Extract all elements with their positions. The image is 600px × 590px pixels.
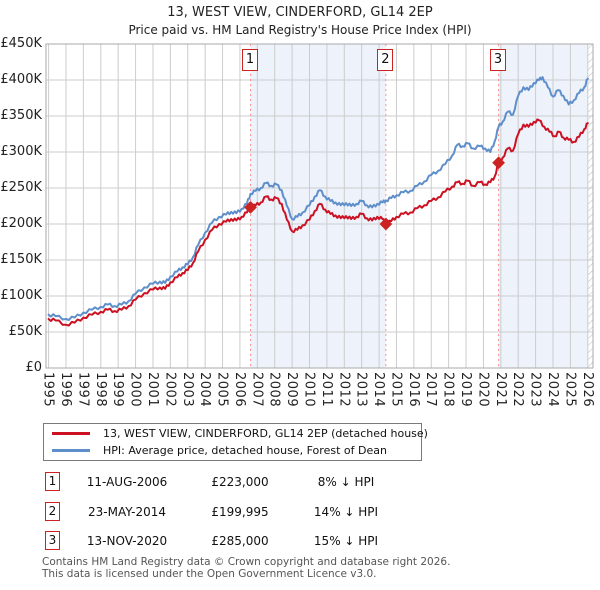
x-axis-label: 2006	[231, 372, 247, 408]
y-axis-label: £0	[25, 360, 42, 375]
sale-3-price: £285,000	[211, 534, 269, 548]
legend-item-hpi: HPI: Average price, detached house, Fore…	[44, 444, 421, 458]
x-axis-label: 2015	[388, 372, 404, 408]
sale-1-number-badge: 1	[45, 472, 60, 491]
chart-legend: 13, WEST VIEW, CINDERFORD, GL14 2EP (det…	[43, 423, 428, 461]
footer: Contains HM Land Registry data © Crown c…	[42, 556, 451, 580]
y-axis-label: £350K	[0, 108, 42, 123]
sale-marker-1-box: 1	[242, 49, 259, 71]
x-axis-label: 1996	[58, 372, 73, 408]
sale-marker-3-box: 3	[490, 49, 507, 71]
legend-label-hpi: HPI: Average price, detached house, Fore…	[103, 444, 387, 457]
y-axis-label: £100K	[0, 288, 42, 303]
x-axis-label: 2024	[544, 372, 560, 408]
x-axis-label: 2018	[440, 372, 456, 408]
x-axis-label: 2003	[179, 372, 195, 408]
x-axis-label: 2010	[301, 372, 317, 408]
sale-row-2: 2 23-MAY-2014 £199,995 14% ↓ HPI	[45, 502, 445, 522]
x-axis-label: 2020	[475, 372, 491, 408]
x-axis-label: 2021	[492, 372, 508, 408]
sale-marker-2-box: 2	[377, 49, 394, 71]
x-axis-label: 2012	[336, 372, 352, 408]
y-axis-label: £300K	[0, 144, 42, 159]
sale-1-date: 11-AUG-2006	[86, 475, 168, 489]
x-axis-label: 1999	[110, 372, 126, 408]
x-axis-label: 2009	[284, 372, 300, 408]
x-axis-label: 2007	[249, 372, 265, 408]
sale-3-number-badge: 3	[45, 531, 60, 550]
x-axis-label: 2016	[405, 372, 421, 408]
x-axis-label: 1998	[92, 372, 108, 408]
sale-2-number-badge: 2	[45, 502, 60, 521]
page-title: 13, WEST VIEW, CINDERFORD, GL14 2EP	[167, 5, 433, 20]
x-axis-label: 2017	[423, 372, 439, 408]
sale-3-hpi-delta: 15% ↓ HPI	[313, 534, 379, 548]
page-subtitle: Price paid vs. HM Land Registry's House …	[128, 23, 472, 37]
y-axis-label: £400K	[0, 72, 42, 87]
x-axis-label: 1997	[75, 372, 91, 408]
x-axis-label: 2000	[127, 372, 143, 408]
y-axis-label: £250K	[0, 180, 42, 195]
x-axis-label: 1995	[40, 372, 56, 408]
sale-1-hpi-delta: 8% ↓ HPI	[317, 475, 375, 489]
sale-2-hpi-delta: 14% ↓ HPI	[313, 505, 379, 519]
x-axis-label: 2022	[510, 372, 526, 408]
x-axis-label: 2008	[266, 372, 282, 408]
sale-3-date: 13-NOV-2020	[86, 534, 168, 548]
x-axis-label: 2019	[458, 372, 474, 408]
x-axis-label: 2025	[562, 372, 578, 408]
x-axis-label: 2005	[214, 372, 230, 408]
y-axis-label: £50K	[8, 324, 42, 339]
x-axis-label: 2001	[144, 372, 160, 408]
x-axis-label: 2013	[353, 372, 369, 408]
price-history-chart	[45, 43, 594, 369]
x-axis-label: 2014	[371, 372, 387, 408]
copyright-line: Contains HM Land Registry data © Crown c…	[42, 556, 451, 568]
price-paid-line-swatch	[52, 432, 90, 435]
legend-item-price-paid: 13, WEST VIEW, CINDERFORD, GL14 2EP (det…	[44, 427, 428, 441]
sale-2-date: 23-MAY-2014	[87, 505, 166, 519]
y-axis-label: £150K	[0, 252, 42, 267]
sale-row-1: 1 11-AUG-2006 £223,000 8% ↓ HPI	[45, 472, 445, 492]
x-axis-label: 2004	[197, 372, 213, 408]
x-axis-label: 2026	[579, 372, 595, 408]
sale-1-price: £223,000	[211, 475, 269, 489]
hpi-line-swatch	[52, 449, 90, 452]
x-axis-label: 2002	[162, 372, 178, 408]
sale-row-3: 3 13-NOV-2020 £285,000 15% ↓ HPI	[45, 531, 445, 551]
sale-2-price: £199,995	[211, 505, 269, 519]
y-axis-label: £200K	[0, 216, 42, 231]
licence-line: This data is licensed under the Open Gov…	[42, 567, 377, 580]
x-axis-label: 2011	[318, 372, 334, 408]
x-axis-label: 2023	[527, 372, 543, 408]
y-axis-label: £450K	[0, 36, 42, 51]
legend-label-price-paid: 13, WEST VIEW, CINDERFORD, GL14 2EP (det…	[103, 427, 428, 440]
